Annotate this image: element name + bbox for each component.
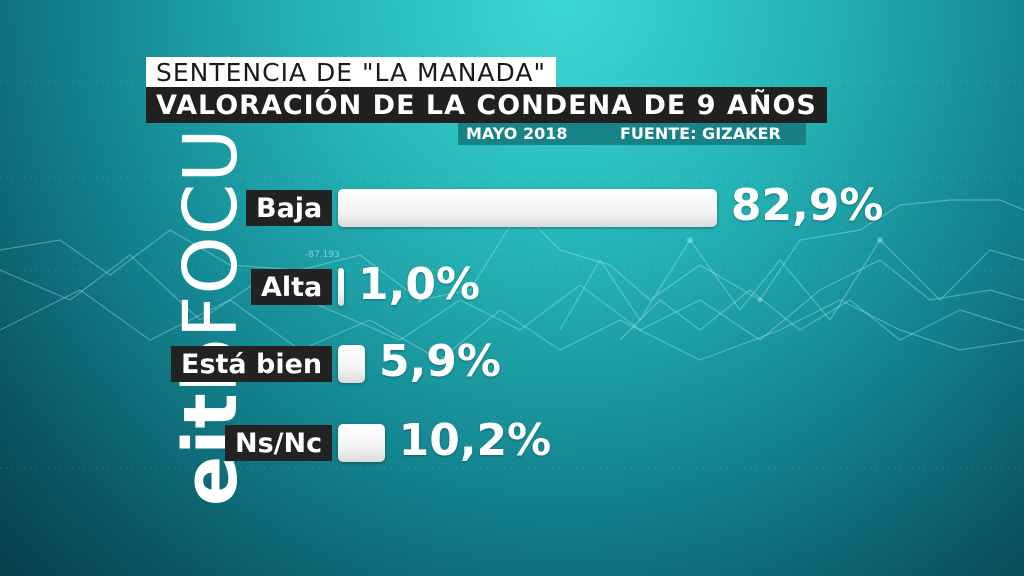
- value-label-2: 1,0%: [358, 259, 481, 310]
- value-label-3: 5,9%: [378, 336, 501, 387]
- value-label-1: 82,9%: [730, 180, 884, 231]
- title-line-1: SENTENCIA DE "LA MANADA": [146, 57, 556, 87]
- bar-1: [338, 189, 717, 227]
- title-line-2: VALORACIÓN DE LA CONDENA DE 9 AÑOS: [146, 87, 827, 123]
- background-ticker-text: -87.193: [305, 250, 340, 260]
- source-label: FUENTE: GIZAKER: [620, 124, 781, 143]
- subtitle-bar: MAYO 2018 FUENTE: GIZAKER: [458, 123, 806, 145]
- category-label-3: Está bien: [171, 346, 333, 382]
- category-label-2: Alta: [251, 269, 333, 305]
- bar-3: [338, 345, 365, 383]
- title-line-1-text: SENTENCIA DE "LA MANADA": [156, 57, 546, 87]
- value-label-4: 10,2%: [398, 415, 552, 466]
- bar-4: [338, 424, 385, 462]
- date-label: MAYO 2018: [466, 124, 568, 143]
- category-label-1: Baja: [246, 190, 333, 226]
- title-line-2-text: VALORACIÓN DE LA CONDENA DE 9 AÑOS: [156, 89, 817, 121]
- eitb-focus-logo: eitb FOCUS: [4, 76, 254, 506]
- category-label-4: Ns/Nc: [225, 425, 333, 461]
- bar-2: [338, 268, 344, 306]
